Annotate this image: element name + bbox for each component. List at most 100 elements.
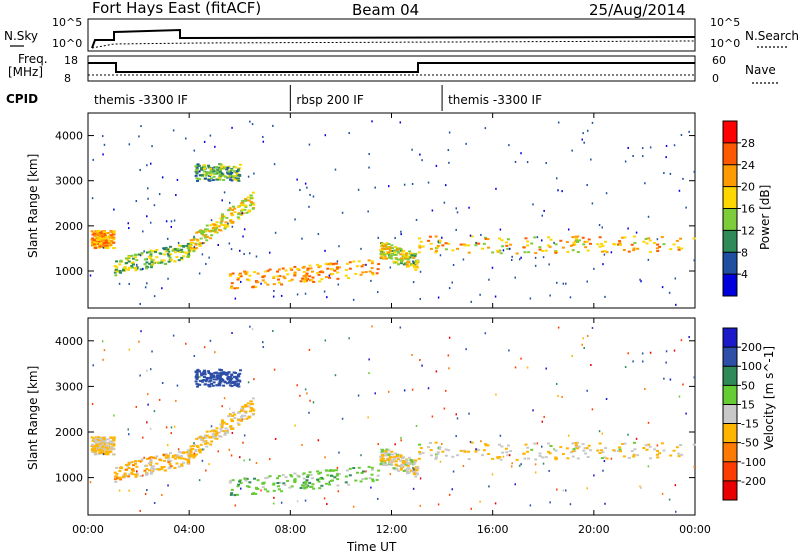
velocity-point — [272, 482, 276, 485]
power-point — [272, 276, 276, 279]
velocity-point — [237, 483, 241, 486]
power-point — [569, 296, 572, 299]
velocity-point — [189, 445, 193, 448]
y-axis-label-power: Slant Range [km] — [26, 154, 40, 258]
velocity-point — [374, 392, 376, 395]
power-point — [299, 280, 303, 283]
power-point — [303, 279, 307, 282]
power-point — [176, 178, 179, 181]
power-point — [204, 230, 208, 233]
velocity-point — [622, 455, 626, 458]
power-point — [387, 243, 391, 246]
velocity-point — [590, 363, 592, 366]
velocity-point — [395, 454, 399, 457]
power-point — [199, 170, 201, 173]
power-point — [640, 280, 642, 283]
velocity-point — [310, 485, 314, 488]
power-point — [209, 174, 213, 177]
power-colorbar-tick-label: 4 — [741, 268, 748, 281]
power-point — [167, 250, 171, 253]
power-point — [205, 239, 209, 242]
power-point — [252, 203, 256, 206]
velocity-point — [191, 445, 195, 448]
velocity-point — [600, 457, 604, 460]
power-point — [393, 251, 397, 254]
velocity-point — [308, 471, 312, 474]
velocity-point — [187, 454, 191, 457]
velocity-point — [214, 351, 216, 354]
power-point — [260, 282, 262, 285]
velocity-point — [242, 441, 244, 444]
velocity-point — [229, 493, 233, 496]
power-point — [388, 246, 392, 249]
power-point — [522, 246, 526, 249]
velocity-point — [220, 426, 224, 429]
velocity-point — [240, 414, 244, 417]
velocity-point — [407, 471, 411, 474]
power-point — [233, 175, 237, 178]
power-point — [251, 123, 254, 126]
velocity-colorbar-label: Velocity [m s^-1] — [762, 346, 776, 450]
velocity-point — [210, 440, 214, 443]
velocity-point — [412, 463, 416, 466]
power-point — [149, 162, 152, 165]
x-tick-label: 08:00 — [274, 523, 306, 536]
power-point — [241, 212, 245, 215]
power-point — [581, 138, 583, 141]
power-point — [506, 238, 510, 241]
power-point — [289, 267, 293, 270]
velocity-point — [227, 415, 231, 418]
velocity-point — [376, 474, 380, 477]
power-point — [532, 203, 534, 206]
velocity-point — [237, 418, 241, 421]
velocity-point — [105, 442, 109, 445]
velocity-point — [394, 452, 398, 455]
velocity-point — [675, 510, 677, 513]
power-point — [205, 228, 209, 231]
velocity-point — [498, 443, 502, 446]
velocity-point — [429, 454, 433, 457]
power-point — [685, 206, 687, 209]
power-point — [399, 260, 403, 263]
velocity-point — [586, 334, 589, 337]
velocity-point — [400, 436, 402, 439]
power-point — [399, 249, 403, 252]
power-point — [644, 182, 646, 185]
velocity-point — [402, 463, 406, 466]
velocity-point — [587, 444, 591, 447]
power-point — [243, 271, 247, 274]
power-point — [208, 256, 210, 259]
velocity-point — [209, 430, 213, 433]
power-point — [101, 242, 105, 245]
velocity-point — [379, 463, 383, 466]
power-point — [357, 260, 361, 263]
power-point — [227, 165, 231, 168]
power-point — [281, 267, 285, 270]
velocity-point — [434, 457, 438, 460]
power-point — [693, 170, 696, 173]
power-point — [187, 252, 191, 255]
power-point — [210, 219, 213, 222]
velocity-point — [109, 442, 113, 445]
velocity-point — [226, 431, 230, 434]
power-point — [135, 259, 139, 262]
velocity-point — [215, 433, 219, 436]
velocity-point — [237, 375, 241, 378]
velocity-point — [304, 388, 307, 391]
velocity-point — [175, 399, 177, 402]
velocity-point — [303, 486, 307, 489]
power-point — [249, 201, 253, 204]
velocity-point — [186, 461, 190, 464]
power-point — [249, 194, 253, 197]
power-point — [470, 300, 472, 303]
velocity-point — [368, 372, 370, 375]
velocity-point — [376, 497, 379, 500]
velocity-point — [305, 479, 309, 482]
power-point — [205, 262, 207, 265]
power-point — [190, 248, 194, 251]
power-point — [247, 279, 251, 282]
power-point — [415, 218, 418, 221]
velocity-point — [92, 445, 96, 448]
velocity-point — [199, 448, 203, 451]
velocity-point — [656, 456, 660, 459]
